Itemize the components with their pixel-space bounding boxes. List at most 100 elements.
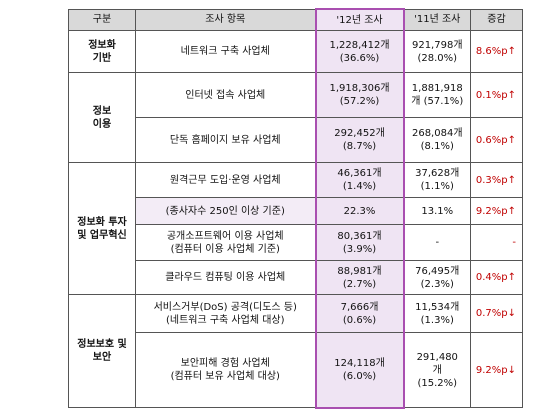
cell-line: (종사자수 250인 이상 기준) bbox=[165, 205, 285, 217]
cell-line: 단독 홈페이지 보유 사업체 bbox=[169, 134, 281, 146]
cell-line: 정보화 bbox=[88, 39, 116, 51]
change: 0.6%p↑ bbox=[470, 117, 523, 163]
value-2012: 292,452개 (8.7%) bbox=[314, 117, 405, 163]
change: - bbox=[470, 224, 523, 261]
cell-line: (57.2%) bbox=[339, 96, 380, 107]
table-body: 구분 조사 항목 '12년 조사 '11년 조사 증감 정보화 기반 네트워크 구축 사업체 1… bbox=[68, 8, 523, 409]
value-2012: 46,361개 (1.4%) bbox=[314, 162, 405, 198]
cell-line: (28.0%) bbox=[417, 52, 458, 64]
cell-line: 46,361개 bbox=[337, 168, 382, 179]
change: 0.4%p↑ bbox=[470, 260, 523, 295]
cell-line: 및 업무혁신 bbox=[77, 229, 127, 241]
cell-line: (15.2%) bbox=[417, 377, 458, 389]
cell-line: 기반 bbox=[92, 52, 112, 64]
cell-line: 서비스거부(DoS) 공격(디도스 등) bbox=[153, 301, 297, 313]
cell-line: 원격근무 도입·운영 사업체 bbox=[169, 174, 281, 186]
data-row: 공개소프트웨어 이용 사업체 (컴퓨터 이용 사업체 기준) 80,361개 (3.9… bbox=[69, 224, 523, 261]
value-2011: 11,534개 (1.3%) bbox=[403, 294, 471, 333]
cell-line: 인터넷 접속 사업체 bbox=[185, 89, 266, 101]
value-2011: 13.1% bbox=[403, 197, 471, 225]
cell-line: 124,118개 bbox=[334, 357, 385, 369]
cell-line: (2.7%) bbox=[342, 278, 377, 290]
data-row: 정보화 투자 및 업무혁신 원격근무 도입·운영 사업체 46,361개 (1.4%) 3… bbox=[68, 162, 523, 295]
value-2011: 291,480 개 (15.2%) bbox=[403, 332, 471, 408]
cell-line: (1.3%) bbox=[420, 314, 454, 326]
group-label: 정보화 투자 및 업무혁신 bbox=[68, 162, 136, 295]
cell-line: (1.1%) bbox=[420, 181, 454, 192]
cell-line: 76,495개 bbox=[415, 265, 460, 277]
value-2012: 1,918,306개 (57.2%) bbox=[314, 72, 405, 118]
cell-line: (3.9%) bbox=[342, 243, 377, 255]
change: 9.2%p↑ bbox=[470, 197, 523, 225]
cell-line: (0.6%) bbox=[342, 314, 377, 326]
cell-line: (8.1%) bbox=[420, 141, 454, 152]
item: 네트워크 구축 사업체 bbox=[135, 30, 316, 73]
cell-line: (8.7%) bbox=[342, 141, 377, 152]
cell-line: 37,628개 bbox=[415, 168, 460, 179]
cell-line: 7,666개 bbox=[340, 301, 379, 313]
header-cell: 구분 bbox=[68, 8, 136, 31]
item: 서비스거부(DoS) 공격(디도스 등) (네트워크 구축 사업체 대상) bbox=[135, 294, 316, 333]
value-2011: 1,881,918 개 (57.1%) bbox=[403, 72, 471, 118]
data-row: 단독 홈페이지 보유 사업체 292,452개 (8.7%) 268,084개 (8.1… bbox=[69, 117, 523, 163]
value-2012: 88,981개 (2.7%) bbox=[314, 260, 405, 295]
value-2011: 921,798개 (28.0%) bbox=[403, 30, 471, 73]
value-2011: 37,628개 (1.1%) bbox=[403, 162, 471, 198]
cell-line: (6.0%) bbox=[342, 370, 377, 382]
cell-line: 이용 bbox=[92, 118, 112, 130]
cell-line: 정보화 투자 bbox=[77, 216, 127, 228]
data-row: 정보 이용 인터넷 접속 사업체 1,918,306개 (57.2%) 1,881,918… bbox=[68, 72, 523, 163]
data-row: (종사자수 250인 이상 기준) 22.3% 13.1% 9.2%p↑ bbox=[69, 197, 523, 225]
cell-line: 정보 bbox=[92, 105, 112, 117]
cell-line: 개 (57.1%) bbox=[411, 96, 464, 107]
cell-line: 1,918,306개 bbox=[329, 83, 390, 94]
item: 보안피해 경험 사업체 (컴퓨터 보유 사업체 대상) bbox=[135, 332, 316, 408]
cell-line: 88,981개 bbox=[337, 265, 382, 277]
cell-line: 921,798개 bbox=[411, 39, 463, 51]
change: 0.1%p↑ bbox=[470, 72, 523, 118]
cell-line: 291,480 bbox=[416, 351, 458, 363]
group-label: 정보보호 및 보안 bbox=[68, 294, 136, 408]
change: 9.2%p↓ bbox=[470, 332, 523, 408]
cell-line: (36.6%) bbox=[339, 52, 380, 64]
change: 0.3%p↑ bbox=[470, 162, 523, 198]
cell-line: 공개소프트웨어 이용 사업체 bbox=[166, 230, 284, 242]
cell-line: 13.1% bbox=[421, 205, 454, 217]
cell-line: 80,361개 bbox=[337, 230, 382, 242]
data-row: 정보화 기반 네트워크 구축 사업체 1,228,412개 (36.6%) 921,798… bbox=[68, 30, 523, 73]
header-cell: 증감 bbox=[470, 8, 523, 31]
value-2011: 76,495개 (2.3%) bbox=[403, 260, 471, 295]
cell-line: 보안피해 경험 사업체 bbox=[180, 358, 270, 369]
cell-line: 11,534개 bbox=[415, 301, 460, 313]
cell-line: 1,881,918 bbox=[411, 83, 463, 94]
cell-line: 개 bbox=[432, 364, 442, 376]
value-2012: 80,361개 (3.9%) bbox=[314, 224, 405, 261]
change: 0.7%p↓ bbox=[470, 294, 523, 333]
cell-line: 보안 bbox=[92, 352, 112, 363]
cell-line: 클라우드 컴퓨팅 이용 사업체 bbox=[165, 272, 286, 283]
value-2011: - bbox=[403, 224, 471, 261]
header-cell: '12년 조사 bbox=[314, 8, 405, 31]
item: 공개소프트웨어 이용 사업체 (컴퓨터 이용 사업체 기준) bbox=[135, 224, 316, 261]
header-row: 구분 조사 항목 '12년 조사 '11년 조사 증감 bbox=[68, 8, 523, 31]
value-2012: 124,118개 (6.0%) bbox=[314, 332, 405, 409]
data-row: 클라우드 컴퓨팅 이용 사업체 88,981개 (2.7%) 76,495개 (2.3%… bbox=[69, 260, 523, 295]
change: 8.6%p↑ bbox=[470, 30, 523, 73]
header-cell: 조사 항목 bbox=[135, 8, 316, 31]
group-label: 정보화 기반 bbox=[68, 30, 136, 73]
cell-line: 292,452개 bbox=[334, 128, 385, 139]
cell-line: (1.4%) bbox=[342, 181, 377, 192]
item: 인터넷 접속 사업체 bbox=[135, 72, 316, 118]
header-cell: '11년 조사 bbox=[403, 8, 471, 31]
value-2012: 1,228,412개 (36.6%) bbox=[314, 30, 405, 73]
value-2012: 22.3% bbox=[314, 197, 405, 225]
item: (종사자수 250인 이상 기준) bbox=[135, 197, 316, 225]
survey-table: 구분 조사 항목 '12년 조사 '11년 조사 증감 정보화 기반 네트워크 구축 사업체 1… bbox=[68, 8, 523, 409]
item: 단독 홈페이지 보유 사업체 bbox=[135, 117, 316, 163]
cell-line: (컴퓨터 보유 사업체 대상) bbox=[170, 371, 280, 382]
cell-line: (2.3%) bbox=[420, 278, 454, 290]
value-2011: 268,084개 (8.1%) bbox=[403, 117, 471, 163]
cell-line: 1,228,412개 bbox=[329, 39, 390, 51]
item: 클라우드 컴퓨팅 이용 사업체 bbox=[135, 260, 316, 295]
